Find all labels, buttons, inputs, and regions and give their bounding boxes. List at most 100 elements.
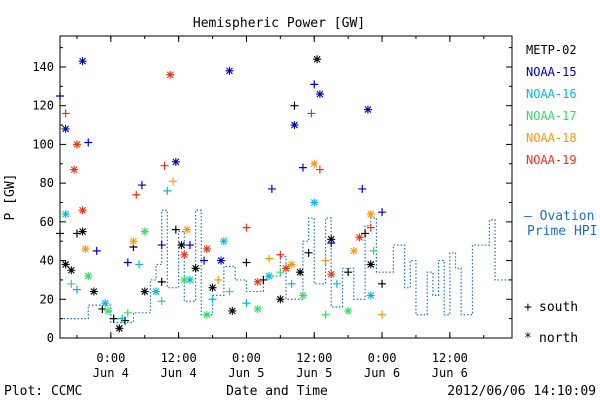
symbol-key-north-label: north [539,331,578,346]
data-point-south [321,256,330,265]
plot-frame [59,35,513,339]
x-tick-time-label: 12:00 [161,351,197,365]
data-point-south [361,229,370,238]
data-point-north [104,306,113,315]
symbol-key: + south * north [524,300,578,346]
legend-entry: NOAA-19 [526,153,577,167]
data-point-south [132,190,141,199]
data-point-north [287,260,296,269]
data-point-north [202,310,211,319]
data-point-south [135,260,144,269]
data-point-north [129,237,138,246]
data-point-south [369,246,378,255]
legend: METP-02 NOAA-15 NOAA-16 NOAA-17 NOAA-18 NOAA-… [526,43,577,167]
data-point-south [344,268,353,277]
x-tick-time-label: 12:00 [296,351,332,365]
y-tick-label: 120 [32,99,54,113]
data-point-south [298,163,307,172]
data-point-south [242,258,251,267]
chart-title: Hemispheric Power [GW] [193,16,365,31]
symbol-key-south-label: south [539,300,578,315]
data-point-south [378,208,387,217]
data-point-north [366,260,375,269]
data-point-north [140,227,149,236]
data-point-south [287,279,296,288]
data-point-south [225,287,234,296]
data-point-south [163,186,172,195]
data-point-north [78,57,87,66]
data-point-north [355,233,364,242]
data-point-south [200,256,209,265]
data-point-south [109,314,118,323]
legend-entry: METP-02 [526,43,577,57]
data-point-south [123,308,132,317]
x-tick-date-label: Jun 5 [228,366,264,380]
data-point-south [304,248,313,257]
data-point-south [61,109,70,118]
data-point-north [61,210,70,219]
hpi-legend-label-line2: Prime HPI [527,224,597,239]
plot-credit: Plot: CCMC [4,384,82,399]
data-point-north [366,291,375,300]
data-point-north [208,283,217,292]
symbol-key-south-marker: + [524,300,532,315]
symbol-key-north-marker: * [524,331,532,346]
legend-entry: NOAA-16 [526,87,577,101]
legend-entry: NOAA-15 [526,65,577,79]
data-point-north [177,241,186,250]
data-point-north [327,270,336,279]
y-tick-label: 0 [47,331,54,345]
data-point-north [253,277,262,286]
data-point-north [72,140,81,149]
data-point-north [310,159,319,168]
data-point-south [310,80,319,89]
data-point-south [72,229,81,238]
data-point-south [315,165,324,174]
y-tick-label: 80 [40,176,54,190]
data-point-south [242,223,251,232]
data-point-north [298,291,307,300]
data-point-north [180,250,189,259]
data-points-layer [56,55,387,333]
data-point-north [70,165,79,174]
data-point-south [265,254,274,263]
legend-entry: NOAA-18 [526,131,577,145]
data-point-north [217,256,226,265]
data-point-south [307,109,316,118]
y-tick-label: 40 [40,254,54,268]
data-point-north [89,287,98,296]
data-point-north [276,295,285,304]
data-point-north [265,272,274,281]
x-tick-time-label: 0:00 [368,351,397,365]
data-point-north [81,244,90,253]
data-point-north [315,90,324,99]
x-tick-date-label: Jun 4 [93,366,129,380]
data-point-south [67,279,76,288]
x-tick-date-label: Jun 4 [161,366,197,380]
data-point-south [327,239,336,248]
data-point-south [259,275,268,284]
data-point-north [282,264,290,273]
x-tick-time-label: 0:00 [232,351,261,365]
footer-timestamp: 2012/06/06 14:10:09 [447,384,596,399]
x-axis-label: Date and Time [226,384,328,399]
data-point-north [290,121,299,130]
data-point-north [115,324,124,333]
data-point-south [185,241,194,250]
data-point-north [363,105,372,114]
data-point-north [344,306,353,315]
data-point-south [171,225,180,234]
data-point-south [157,277,166,286]
data-point-north [61,124,70,133]
data-point-south [123,258,132,267]
data-point-north [349,246,358,255]
data-point-north [183,225,192,234]
data-point-north [366,210,375,219]
data-point-north [78,227,87,236]
data-point-north [228,306,237,315]
data-point-north [78,206,87,215]
y-tick-label: 20 [40,292,54,306]
